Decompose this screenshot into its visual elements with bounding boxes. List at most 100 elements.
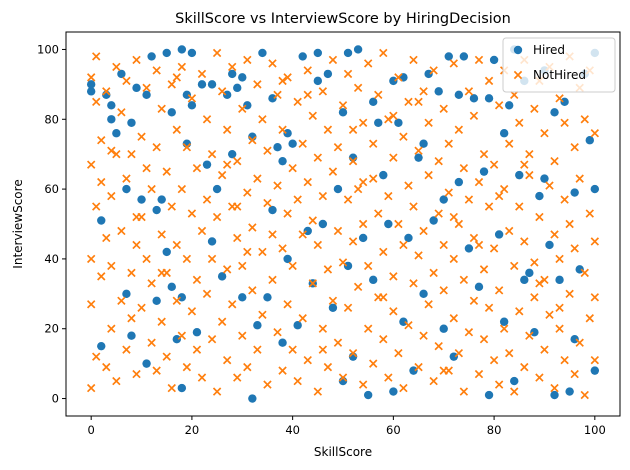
point-hired [313,76,323,86]
point-nothired [328,167,338,176]
point-hired [389,387,398,396]
point-nothired [489,244,499,253]
point-nothired [318,191,328,201]
point-nothired [122,76,131,86]
point-nothired [202,195,212,204]
point-hired [288,139,297,148]
point-nothired [484,76,494,86]
point-nothired [404,321,413,330]
point-nothired [263,380,272,389]
point-nothired [86,383,96,393]
point-nothired [494,101,504,110]
point-hired [505,101,514,110]
point-hired [555,275,564,285]
point-nothired [112,62,121,72]
point-hired [379,170,388,180]
point-hired [278,338,287,347]
point-hired [187,48,197,58]
point-hired [469,94,479,103]
point-nothired [258,115,267,124]
point-hired [530,328,539,337]
point-nothired [303,66,312,75]
x-axis-ticks: 0 20 40 60 80 100 [88,416,606,437]
point-nothired [102,233,111,243]
point-hired [177,45,187,54]
point-hired [268,205,277,215]
point-nothired [484,303,494,312]
point-nothired [303,90,312,100]
point-hired [187,101,197,110]
point-nothired [444,139,453,148]
point-nothired [253,80,262,89]
point-hired [459,52,469,61]
point-hired [565,387,574,396]
point-hired [590,366,600,375]
point-hired [177,383,187,393]
point-hired [590,184,600,194]
point-hired [293,321,302,330]
point-nothired [227,300,237,309]
point-nothired [172,296,182,306]
point-nothired [439,286,448,295]
point-nothired [202,115,212,124]
point-nothired [243,247,252,257]
point-nothired [449,314,459,323]
point-nothired [233,373,242,382]
point-nothired [358,118,368,127]
point-nothired [273,90,282,100]
point-nothired [323,125,333,134]
point-hired [550,108,559,117]
point-hired [374,118,383,127]
point-hired [499,317,509,326]
point-hired [212,184,222,194]
point-hired [454,90,464,100]
point-nothired [384,191,393,201]
point-nothired [454,219,464,229]
point-nothired [515,202,524,211]
point-nothired [555,254,564,264]
x-tick-label: 0 [88,423,95,437]
point-nothired [142,83,151,93]
point-nothired [182,142,192,152]
x-tick-label: 60 [386,423,401,437]
point-nothired [86,254,96,264]
point-nothired [348,237,358,246]
point-hired [439,324,448,333]
point-hired [303,226,312,236]
point-nothired [474,55,484,65]
point-nothired [459,163,469,173]
point-nothired [107,261,116,271]
point-nothired [394,73,403,82]
point-nothired [243,55,252,65]
point-nothired [92,52,101,61]
point-nothired [520,160,529,169]
point-nothired [449,254,459,264]
point-nothired [127,268,136,278]
point-nothired [474,177,484,187]
y-tick-label: 40 [44,252,59,266]
point-nothired [545,181,554,190]
point-hired [268,94,277,103]
point-hired [122,184,131,194]
point-nothired [258,247,267,257]
point-nothired [187,209,197,218]
point-hired [479,167,489,176]
y-axis-ticks: 0 20 40 60 80 100 [37,42,66,406]
point-hired [484,94,494,103]
point-nothired [92,97,101,107]
point-nothired [308,279,317,288]
point-nothired [499,324,509,333]
point-hired [510,376,519,386]
point-nothired [132,240,141,250]
point-nothired [328,296,338,306]
point-nothired [590,355,600,365]
point-nothired [464,328,474,337]
point-hired [142,90,151,100]
point-hired [515,170,524,180]
point-hired [535,191,544,201]
point-nothired [504,139,514,148]
point-hired [404,233,413,243]
point-hired [243,101,252,110]
point-hired [152,205,161,215]
point-nothired [494,380,504,389]
